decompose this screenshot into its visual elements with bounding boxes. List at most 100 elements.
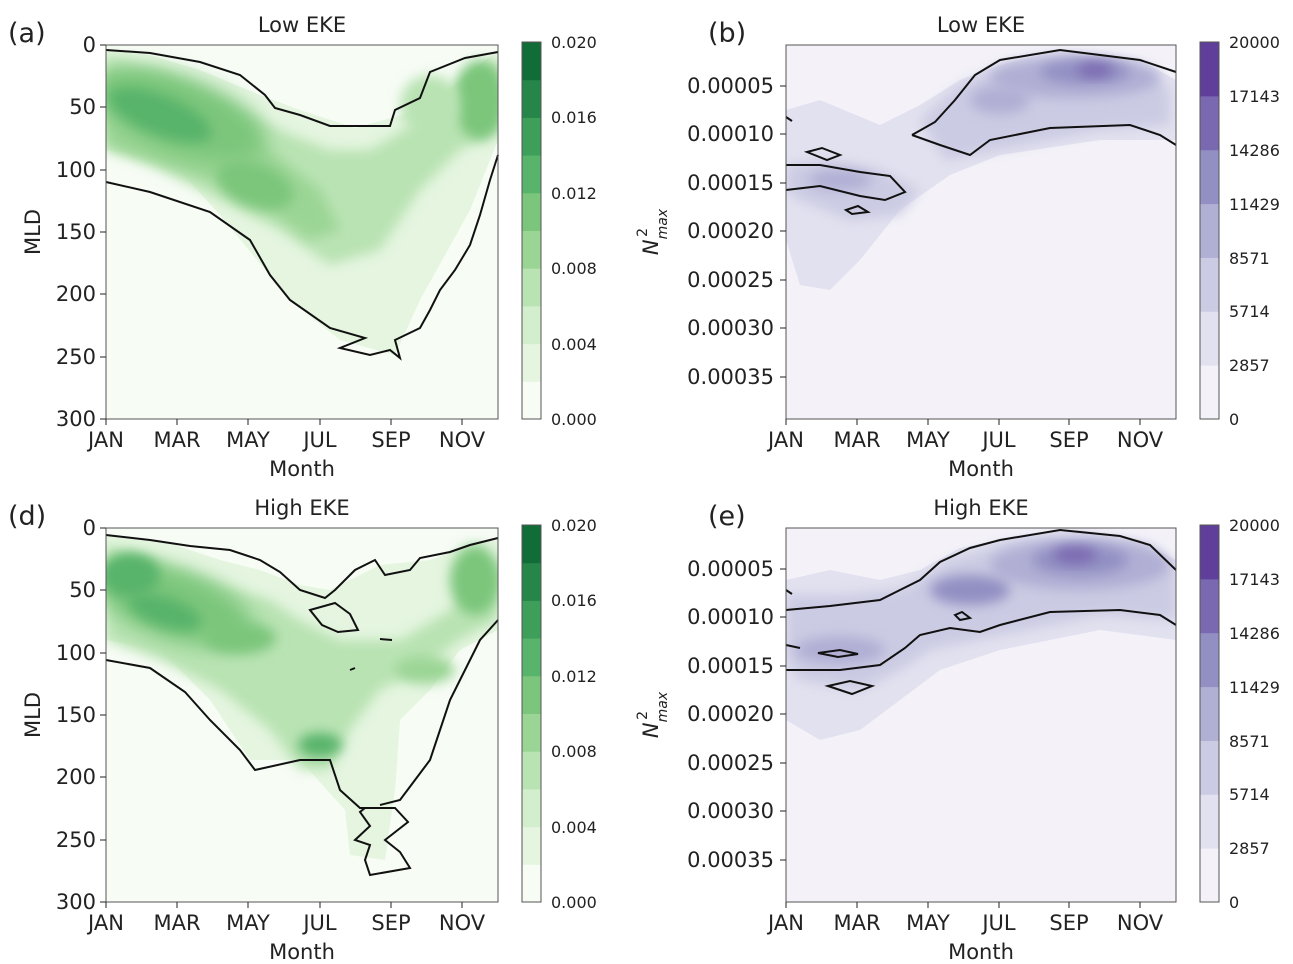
y-tick-label-a: 150 [56,220,96,244]
contour-b [911,123,1177,157]
y-axis-label-e-sup: 2 [635,711,651,720]
colorbar-tick-label-e: 17143 [1229,570,1280,589]
x-ticks-b: JAN MAR MAY JUL SEP NOV [766,419,1164,452]
contour-b [911,48,1177,136]
colorbar-frame-b [1199,41,1220,420]
colorbar-level-swatch [522,79,541,118]
y-tick-label-a: 300 [56,407,96,431]
chart-title-e: High EKE [933,496,1028,520]
colorbar-level-swatch [522,788,541,828]
y-axis-label-b-base: N [639,239,663,255]
density-band-d [128,593,202,631]
colorbar-tick-label-a: 0.004 [551,335,597,354]
y-tick-label-b: 0.00035 [687,365,774,389]
colorbar-tick-label-a: 0.012 [551,184,597,203]
y-axis-label-b-text: Nmax 2 [635,208,671,255]
colorbar-e: 0 2857 5714 8571 11429 14286 17143 20000 [1199,516,1280,912]
colorbar-level-swatch [1200,740,1219,795]
colorbar-level-swatch [522,751,541,790]
y-tick-label-d: 0 [83,516,96,540]
density-band-e [930,575,1010,605]
y-tick-label-e: 0.00025 [687,751,774,775]
colorbar-frame-e [1199,524,1220,903]
colorbar-level-swatch [522,155,541,194]
contour-e [953,610,973,622]
colorbar-swatches-e [1200,525,1219,903]
colorbar-level-swatch [522,230,541,269]
colorbar-level-swatch [522,192,541,231]
colorbar-level-swatch [1200,848,1219,903]
contour-b [785,116,793,122]
chart-title-d: High EKE [254,496,349,520]
x-tick-label-b: MAR [833,428,880,452]
colorbar-tick-label-e: 14286 [1229,624,1280,643]
y-axis-label-e-sub: max [655,691,671,722]
x-tick-label-b: JAN [766,428,804,452]
colorbar-level-swatch [522,268,541,307]
colorbar-ticks-a: 0.000 0.004 0.008 0.012 0.016 0.020 [551,33,597,429]
x-tick-label-d: MAR [153,911,200,935]
y-tick-label-b: 0.00005 [687,74,774,98]
colorbar-level-swatch [522,600,541,639]
chart-title-a: Low EKE [258,13,346,37]
colorbar-level-swatch [522,343,541,382]
colorbar-tick-label-e: 8571 [1229,732,1270,751]
panel-e: (e) High EKE [635,496,1280,964]
x-tick-label-e: SEP [1049,911,1088,935]
colorbar-d: 0.000 0.004 0.008 0.012 0.016 0.020 [521,516,597,912]
y-tick-label-d: 100 [56,641,96,665]
y-tick-label-b: 0.00010 [687,122,774,146]
y-tick-label-d: 150 [56,703,96,727]
colorbar-tick-label-e: 2857 [1229,839,1270,858]
colorbar-level-swatch [1200,95,1219,151]
density-band-b [1077,63,1113,77]
x-axis-label-b: Month [948,457,1014,481]
colorbar-tick-label-e: 5714 [1229,785,1270,804]
x-tick-label-d: NOV [439,911,486,935]
x-tick-label-a: MAR [153,428,200,452]
axes-frame-b [785,44,1177,420]
colorbar-level-swatch [522,864,541,903]
colorbar-level-swatch [522,713,541,752]
y-tick-label-b: 0.00025 [687,268,774,292]
colorbar-level-swatch [522,638,541,677]
contour-d [379,638,393,641]
plot-area-b [785,45,1177,419]
x-ticks-e: JAN MAR MAY JUL SEP NOV [766,902,1164,935]
density-band-b [970,86,1030,114]
density-band-d [204,622,276,654]
colorbar-tick-label-d: 0.020 [551,516,597,535]
colorbar-tick-label-d: 0.012 [551,667,597,686]
colorbar-ticks-b: 0 2857 5714 8571 11429 14286 17143 20000 [1229,33,1280,429]
y-tick-label-a: 250 [56,345,96,369]
density-field-a [106,50,498,355]
density-band-d [395,656,455,684]
x-tick-label-b: SEP [1049,428,1088,452]
density-field-e [786,530,1176,740]
colorbar-level-swatch [1200,311,1219,366]
contour-b [843,204,871,216]
x-tick-label-a: MAY [226,428,270,452]
colorbar-level-swatch [1200,632,1219,688]
x-tick-label-e: MAR [833,911,880,935]
colorbar-level-swatch [1200,149,1219,205]
colorbar-tick-label-b: 8571 [1229,249,1270,268]
density-field-b [786,50,1176,290]
density-band-a [400,75,460,135]
colorbar-tick-label-b: 11429 [1229,195,1280,214]
panel-label-d: (d) [8,501,46,532]
colorbar-tick-label-b: 5714 [1229,302,1270,321]
density-band-d [450,545,498,615]
density-band-d [106,553,160,597]
contour-e [785,589,793,595]
y-tick-label-a: 50 [69,95,96,119]
y-axis-label-a: MLD [21,209,45,255]
y-tick-label-a: 0 [83,33,96,57]
colorbar-tick-label-b: 17143 [1229,87,1280,106]
colorbar-a: 0.000 0.004 0.008 0.012 0.016 0.020 [521,33,597,429]
colorbar-ticks-d: 0.000 0.004 0.008 0.012 0.016 0.020 [551,516,597,912]
axes-frame-e [785,527,1177,903]
y-tick-label-d: 200 [56,765,96,789]
plot-area-d [105,528,499,902]
x-tick-label-a: NOV [439,428,486,452]
